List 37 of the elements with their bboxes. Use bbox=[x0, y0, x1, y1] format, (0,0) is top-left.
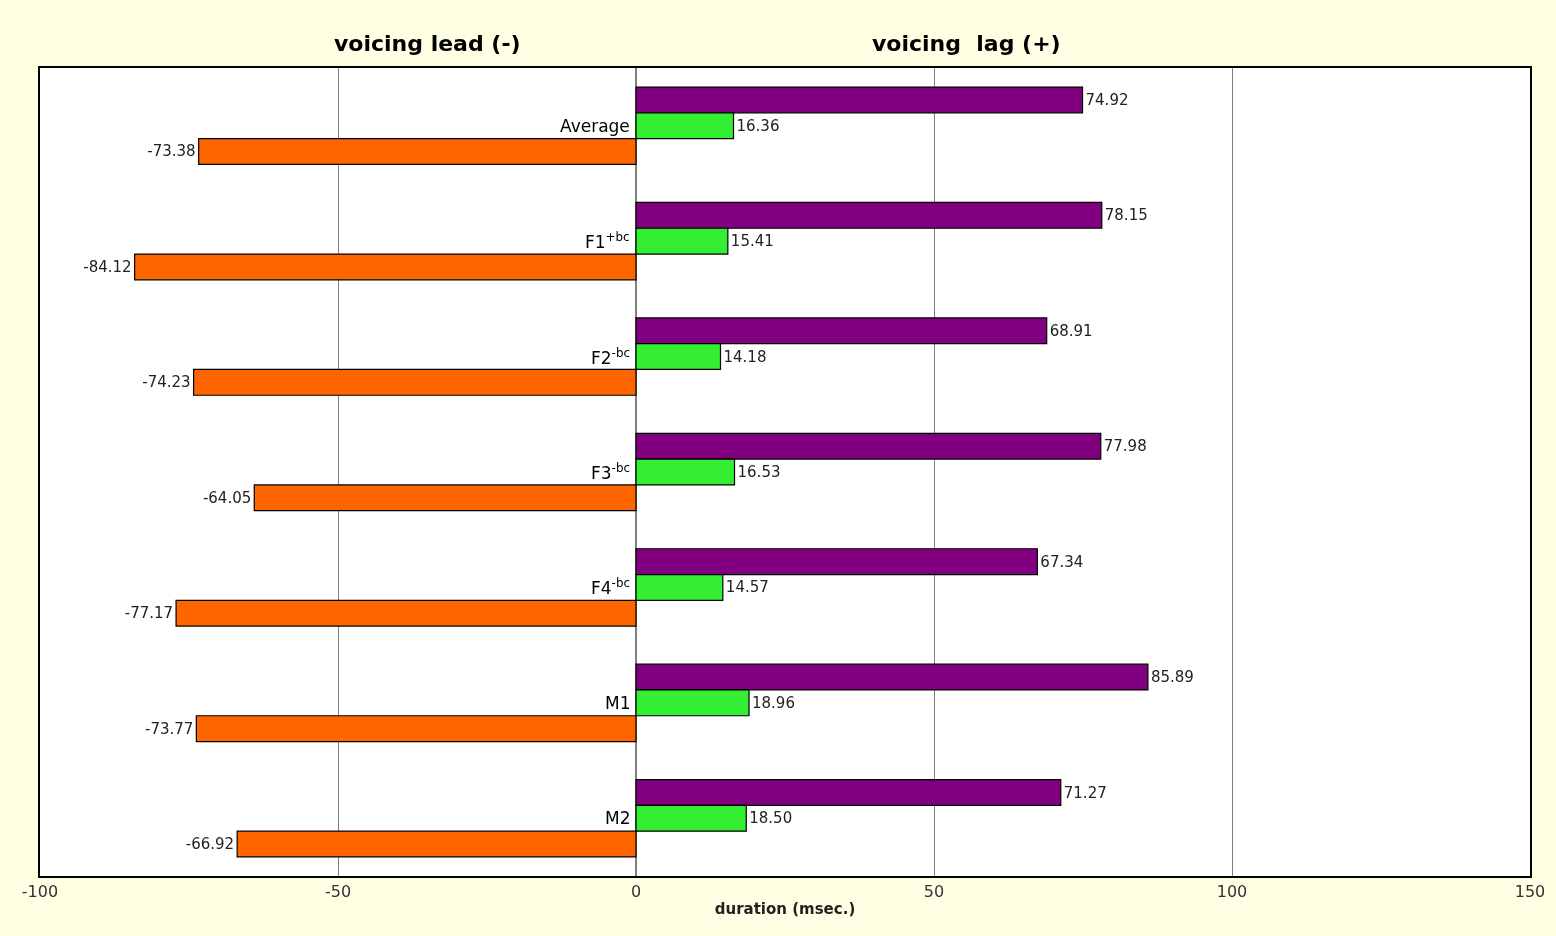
text: voicing lead (-) bbox=[334, 31, 521, 56]
y-tick-label: F2$^{-bc}$ bbox=[591, 346, 630, 369]
data-label: 14.57 bbox=[725, 578, 769, 597]
x-tick-label: 50 bbox=[923, 881, 945, 901]
y-tick-label: Average bbox=[560, 116, 630, 136]
data-label: 74.92 bbox=[1085, 90, 1129, 109]
x-tick-label: -100 bbox=[21, 881, 59, 901]
data-label: 15.41 bbox=[730, 232, 774, 251]
data-label: 16.53 bbox=[737, 463, 781, 481]
data-label: 85.89 bbox=[1150, 668, 1194, 687]
data-label: 18.50 bbox=[749, 809, 793, 828]
data-label: -74.23 bbox=[142, 373, 191, 392]
y-tick-label: F4$^{-bc}$ bbox=[591, 576, 630, 599]
y-tick-label: M2 bbox=[605, 808, 631, 828]
data-label: 14.18 bbox=[723, 347, 767, 366]
data-label: -64.05 bbox=[202, 488, 252, 507]
x-tick-label: 0 bbox=[630, 881, 642, 901]
data-label: 77.98 bbox=[1103, 437, 1147, 456]
x-tick-label: -50 bbox=[324, 881, 352, 901]
x-tick-label: 100 bbox=[1216, 881, 1248, 901]
data-label: 71.27 bbox=[1063, 783, 1107, 802]
data-label: -73.38 bbox=[147, 142, 196, 161]
data-label: 16.36 bbox=[736, 116, 780, 135]
data-label: 67.34 bbox=[1040, 552, 1084, 571]
data-label: 68.91 bbox=[1049, 321, 1093, 340]
x-tick-label: 150 bbox=[1514, 881, 1546, 901]
data-label: -77.17 bbox=[124, 604, 174, 623]
data-label: -66.92 bbox=[185, 835, 235, 854]
x-axis-title: duration (msec.) bbox=[714, 900, 856, 919]
y-tick-label: F3$^{-bc}$ bbox=[591, 461, 630, 484]
y-tick-label: F1$^{+bc}$ bbox=[585, 230, 630, 253]
text: voicing lag (+) bbox=[872, 31, 1061, 56]
data-label: 18.96 bbox=[752, 693, 795, 712]
y-tick-label: M1 bbox=[605, 693, 631, 713]
data-label: 78.15 bbox=[1104, 206, 1148, 225]
data-label: -84.12 bbox=[83, 257, 132, 276]
data-label: -73.77 bbox=[144, 719, 194, 738]
